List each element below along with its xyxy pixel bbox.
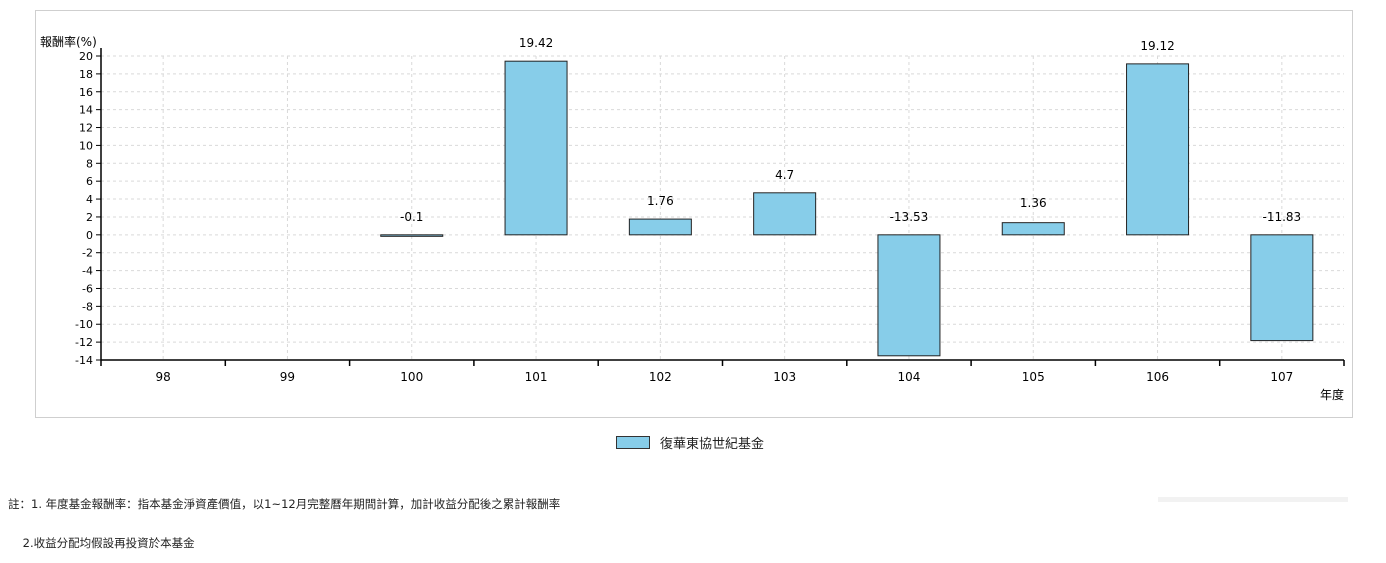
data-label: 19.12 — [1140, 39, 1174, 53]
bar — [877, 234, 941, 357]
bar — [380, 234, 444, 237]
x-tick-label: 102 — [649, 370, 672, 384]
x-axis-title: 年度 — [1320, 387, 1344, 402]
x-tick-label: 107 — [1270, 370, 1293, 384]
y-tick-label: 2 — [86, 211, 93, 224]
data-label: 1.76 — [647, 194, 674, 208]
chart-frame: 20 18 16 14 12 10 8 6 4 2 0 -2 -4 -6 -8 -10 -12 -14 98 99 10… — [35, 10, 1353, 418]
x-tick-label: 105 — [1022, 370, 1045, 384]
bar — [1250, 234, 1314, 342]
footnote-1: 註：1. 年度基金報酬率：指本基金淨資產價值，以1~12月完整曆年期間計算，加計… — [8, 497, 561, 511]
y-tick-label: -6 — [82, 282, 93, 295]
y-tick-label: 16 — [79, 86, 93, 99]
footnotes: 註：1. 年度基金報酬率：指本基金淨資產價值，以1~12月完整曆年期間計算，加計… — [8, 472, 560, 563]
y-tick-label: 0 — [86, 229, 93, 242]
data-label: 19.42 — [519, 36, 553, 50]
bar — [753, 192, 817, 236]
y-tick-label: -12 — [75, 336, 93, 349]
data-label: 1.36 — [1020, 196, 1047, 210]
data-label: -0.1 — [400, 210, 423, 224]
y-tick-label: -4 — [82, 265, 93, 278]
bar — [504, 60, 568, 236]
y-tick-label: 18 — [79, 68, 93, 81]
y-tick-label: -14 — [75, 354, 93, 367]
x-tick-label: 99 — [280, 370, 295, 384]
x-tick-label: 101 — [525, 370, 548, 384]
bar — [628, 218, 692, 236]
x-tick-label: 104 — [897, 370, 920, 384]
y-tick-label: -2 — [82, 247, 93, 260]
y-tick-label: 12 — [79, 122, 93, 135]
bottom-strip — [1158, 497, 1348, 502]
y-tick-label: 4 — [86, 193, 93, 206]
y-tick-label: 14 — [79, 104, 93, 117]
y-tick-label: 20 — [79, 50, 93, 63]
y-tick-label: 6 — [86, 175, 93, 188]
y-tick-label: 8 — [86, 157, 93, 170]
x-tick-label: 106 — [1146, 370, 1169, 384]
data-label: -11.83 — [1263, 210, 1302, 224]
y-tick-label: -8 — [82, 300, 93, 313]
y-axis-title: 報酬率(%) — [40, 34, 97, 49]
chart-legend: 復華東協世紀基金 — [616, 433, 764, 452]
y-tick-label: 10 — [79, 139, 93, 152]
x-tick-label: 98 — [156, 370, 171, 384]
bar — [1126, 63, 1190, 236]
x-tick-label: 100 — [400, 370, 423, 384]
data-label: 4.7 — [775, 168, 794, 182]
bar — [1001, 222, 1065, 236]
legend-swatch — [616, 436, 650, 449]
footnote-2: 2.收益分配均假設再投資於本基金 — [8, 536, 195, 550]
legend-label: 復華東協世紀基金 — [660, 437, 765, 452]
x-tick-label: 103 — [773, 370, 796, 384]
data-label: -13.53 — [890, 210, 929, 224]
y-tick-label: -10 — [75, 318, 93, 331]
